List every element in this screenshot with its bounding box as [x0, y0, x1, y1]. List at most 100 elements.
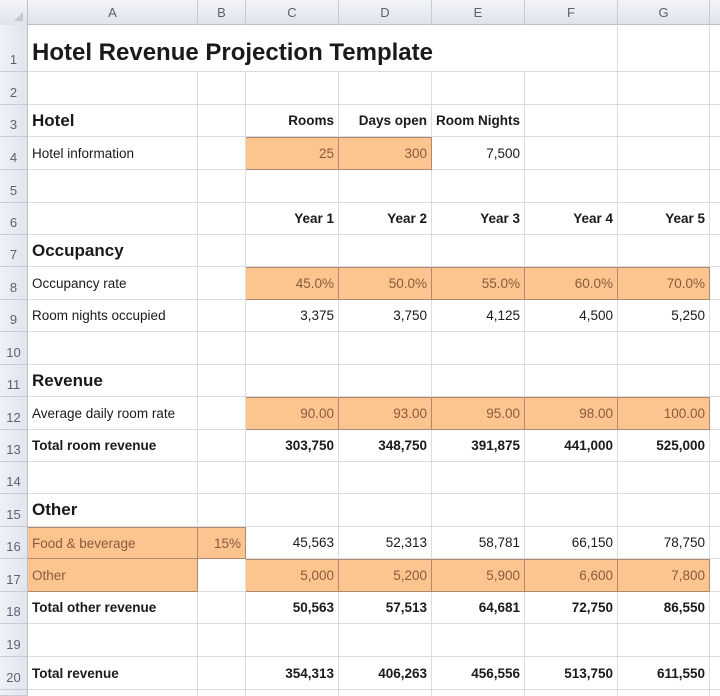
- year-header-5[interactable]: Year 5: [618, 203, 710, 235]
- cell-b5[interactable]: [198, 170, 246, 203]
- select-all-button[interactable]: [0, 0, 28, 25]
- occupancy-rate-input-year-3[interactable]: 55.0%: [432, 267, 525, 300]
- food-beverage-year-4[interactable]: 66,150: [525, 527, 618, 559]
- cell-f14[interactable]: [525, 462, 618, 494]
- total-revenue-year-1[interactable]: 354,313: [246, 657, 339, 690]
- year-header-3[interactable]: Year 3: [432, 203, 525, 235]
- total-room-revenue-year-3[interactable]: 391,875: [432, 430, 525, 462]
- row-header-18[interactable]: 18: [0, 592, 28, 624]
- cell-e19[interactable]: [432, 624, 525, 657]
- other-input-year-4[interactable]: 6,600: [525, 559, 618, 592]
- section-label-occupancy[interactable]: Occupancy: [28, 235, 198, 267]
- section-label-other[interactable]: Other: [28, 494, 198, 527]
- cell-h6[interactable]: [710, 203, 720, 235]
- column-header-d[interactable]: D: [339, 0, 432, 25]
- room-nights-occupied-year-3[interactable]: 4,125: [432, 300, 525, 332]
- cell-h13[interactable]: [710, 430, 720, 462]
- cell-f15[interactable]: [525, 494, 618, 527]
- row-header-15[interactable]: 15: [0, 494, 28, 527]
- cell-f3[interactable]: [525, 105, 618, 137]
- cell-h5[interactable]: [710, 170, 720, 203]
- cell-e11[interactable]: [432, 365, 525, 397]
- cell-e7[interactable]: [432, 235, 525, 267]
- cell-b2[interactable]: [198, 72, 246, 105]
- column-header-c[interactable]: C: [246, 0, 339, 25]
- cell-f10[interactable]: [525, 332, 618, 365]
- cell-e2[interactable]: [432, 72, 525, 105]
- row-header-9[interactable]: 9: [0, 300, 28, 332]
- cell-d10[interactable]: [339, 332, 432, 365]
- total-revenue-year-3[interactable]: 456,556: [432, 657, 525, 690]
- days-open-header[interactable]: Days open: [339, 105, 432, 137]
- cell-e10[interactable]: [432, 332, 525, 365]
- cell-g14[interactable]: [618, 462, 710, 494]
- cell-d21[interactable]: [339, 690, 432, 696]
- cell-c5[interactable]: [246, 170, 339, 203]
- cell-b7[interactable]: [198, 235, 246, 267]
- cell-d7[interactable]: [339, 235, 432, 267]
- cell-c7[interactable]: [246, 235, 339, 267]
- cell-b9[interactable]: [198, 300, 246, 332]
- food-beverage-pct-input[interactable]: 15%: [198, 527, 246, 559]
- cell-a2[interactable]: [28, 72, 198, 105]
- section-label-hotel[interactable]: Hotel: [28, 105, 198, 137]
- cell-b14[interactable]: [198, 462, 246, 494]
- row-header-12[interactable]: 12: [0, 397, 28, 430]
- row-header-11[interactable]: 11: [0, 365, 28, 397]
- cell-b20[interactable]: [198, 657, 246, 690]
- food-beverage-label[interactable]: Food & beverage: [28, 527, 198, 559]
- cell-d2[interactable]: [339, 72, 432, 105]
- room-nights-occupied-year-5[interactable]: 5,250: [618, 300, 710, 332]
- cell-g10[interactable]: [618, 332, 710, 365]
- total-revenue-label[interactable]: Total revenue: [28, 657, 198, 690]
- room-nights-cell[interactable]: 7,500: [432, 137, 525, 170]
- cell-b13[interactable]: [198, 430, 246, 462]
- total-room-revenue-label[interactable]: Total room revenue: [28, 430, 198, 462]
- cell-h1[interactable]: [710, 25, 720, 72]
- cell-g21[interactable]: [618, 690, 710, 696]
- food-beverage-year-3[interactable]: 58,781: [432, 527, 525, 559]
- sheet-title[interactable]: Hotel Revenue Projection Template: [28, 25, 525, 72]
- cell-e5[interactable]: [432, 170, 525, 203]
- average-daily-rate-input-year-2[interactable]: 93.00: [339, 397, 432, 430]
- average-daily-rate-label[interactable]: Average daily room rate: [28, 397, 198, 430]
- cell-b15[interactable]: [198, 494, 246, 527]
- cell-c2[interactable]: [246, 72, 339, 105]
- cell-c15[interactable]: [246, 494, 339, 527]
- row-header-5[interactable]: 5: [0, 170, 28, 203]
- cell-g1[interactable]: [618, 25, 710, 72]
- cell-h11[interactable]: [710, 365, 720, 397]
- cell-d5[interactable]: [339, 170, 432, 203]
- other-input-year-5[interactable]: 7,800: [618, 559, 710, 592]
- cell-d19[interactable]: [339, 624, 432, 657]
- cell-g11[interactable]: [618, 365, 710, 397]
- total-room-revenue-year-1[interactable]: 303,750: [246, 430, 339, 462]
- cell-g15[interactable]: [618, 494, 710, 527]
- cell-d11[interactable]: [339, 365, 432, 397]
- occupancy-rate-label[interactable]: Occupancy rate: [28, 267, 198, 300]
- year-header-4[interactable]: Year 4: [525, 203, 618, 235]
- cell-g19[interactable]: [618, 624, 710, 657]
- total-room-revenue-year-5[interactable]: 525,000: [618, 430, 710, 462]
- column-header-f[interactable]: F: [525, 0, 618, 25]
- cell-f2[interactable]: [525, 72, 618, 105]
- cell-h20[interactable]: [710, 657, 720, 690]
- cell-e21[interactable]: [432, 690, 525, 696]
- room-nights-occupied-year-4[interactable]: 4,500: [525, 300, 618, 332]
- other-input-year-1[interactable]: 5,000: [246, 559, 339, 592]
- cell-e15[interactable]: [432, 494, 525, 527]
- cell-h3[interactable]: [710, 105, 720, 137]
- cell-h2[interactable]: [710, 72, 720, 105]
- cell-b11[interactable]: [198, 365, 246, 397]
- cell-d14[interactable]: [339, 462, 432, 494]
- row-header-3[interactable]: 3: [0, 105, 28, 137]
- cell-h10[interactable]: [710, 332, 720, 365]
- average-daily-rate-input-year-4[interactable]: 98.00: [525, 397, 618, 430]
- cell-g4[interactable]: [618, 137, 710, 170]
- column-header-a[interactable]: A: [28, 0, 198, 25]
- cell-f4[interactable]: [525, 137, 618, 170]
- row-header-19[interactable]: 19: [0, 624, 28, 657]
- cell-h8[interactable]: [710, 267, 720, 300]
- row-header-7[interactable]: 7: [0, 235, 28, 267]
- hotel-information-label[interactable]: Hotel information: [28, 137, 198, 170]
